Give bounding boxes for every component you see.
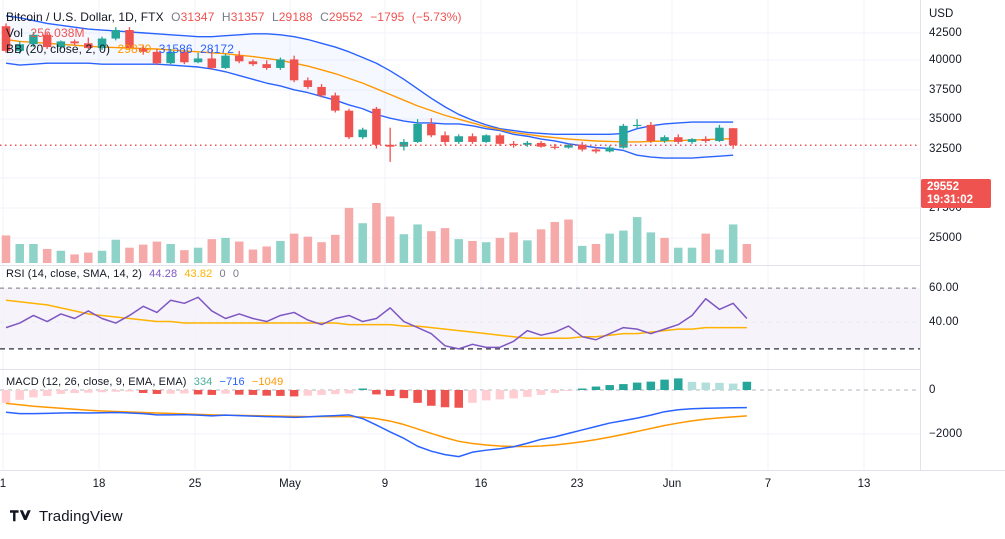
price-pane[interactable]: [0, 0, 920, 265]
current-price-countdown: 19:31:02: [927, 194, 974, 206]
pane-divider-price-rsi: [0, 265, 1005, 266]
bollinger-label: BB (20, close, 2, 0): [6, 42, 111, 56]
volume-value: 256.038M: [30, 26, 85, 40]
footer: TradingView: [0, 498, 1005, 539]
ohlc-o-label: O: [171, 10, 181, 24]
macd-hist-value: 334: [193, 376, 213, 388]
bollinger-legend[interactable]: BB (20, close, 2, 0) 29879 31586 28172: [6, 42, 234, 56]
tradingview-logo[interactable]: TradingView: [10, 508, 123, 525]
time-axis[interactable]: 1 18 25 May 9 16 23 Jun 7 13: [0, 470, 1005, 499]
current-price-tag[interactable]: 29552 19:31:02: [921, 179, 991, 208]
axis-tick-label: −2000: [929, 428, 963, 440]
axis-tick-label: 35000: [929, 113, 962, 125]
ohlc-l-value: 29188: [278, 10, 313, 24]
ohlc-c-label: C: [320, 10, 329, 24]
axis-tick-label: 25000: [929, 232, 962, 244]
ohlc-l-label: L: [272, 10, 279, 24]
rsi-sma-value: 43.82: [184, 268, 213, 280]
time-axis-tick: 13: [857, 478, 871, 490]
ohlc-h-value: 31357: [230, 10, 265, 24]
axis-tick-label: 40000: [929, 54, 962, 66]
volume-legend[interactable]: Vol 256.038M: [6, 26, 85, 40]
macd-chart-svg: [0, 370, 920, 470]
macd-signal-value: −1049: [251, 376, 284, 388]
rsi-chart-svg: [0, 266, 920, 369]
time-axis-tick: 25: [188, 478, 202, 490]
rsi-pane[interactable]: [0, 266, 920, 369]
price-chart-svg: [0, 0, 920, 265]
ohlc-o-value: 31347: [180, 10, 215, 24]
volume-label: Vol: [6, 26, 23, 40]
symbol-title: Bitcoin / U.S. Dollar, 1D, FTX: [6, 10, 164, 24]
axis-tick-label: 40.00: [929, 316, 959, 328]
change-value: −1795: [370, 10, 405, 24]
axis-tick-label: 0: [929, 384, 936, 396]
current-price-value: 29552: [927, 181, 959, 193]
symbol-legend[interactable]: Bitcoin / U.S. Dollar, 1D, FTX O31347 H3…: [6, 10, 462, 24]
macd-label: MACD (12, 26, close, 9, EMA, EMA): [6, 376, 187, 388]
rsi-value-3: 0: [219, 268, 226, 280]
price-axis[interactable]: USD 425004000037500350003250030000275002…: [920, 0, 1005, 470]
bollinger-lower-value: 28172: [200, 42, 234, 56]
rsi-value-4: 0: [232, 268, 240, 280]
rsi-value: 44.28: [149, 268, 178, 280]
axis-tick-label: 42500: [929, 27, 962, 39]
pane-divider-rsi-macd: [0, 369, 1005, 370]
axis-tick-label: 32500: [929, 143, 962, 155]
change-percent: (−5.73%): [411, 10, 462, 24]
time-axis-tick: Jun: [662, 478, 682, 490]
macd-pane[interactable]: [0, 370, 920, 470]
rsi-label: RSI (14, close, SMA, 14, 2): [6, 268, 142, 280]
rsi-legend[interactable]: RSI (14, close, SMA, 14, 2) 44.28 43.82 …: [6, 268, 239, 280]
time-axis-tick: 23: [570, 478, 584, 490]
time-axis-tick: 9: [381, 478, 389, 490]
macd-legend[interactable]: MACD (12, 26, close, 9, EMA, EMA) 334 −7…: [6, 376, 283, 388]
time-axis-tick: 1: [0, 478, 7, 490]
axis-tick-label: 60.00: [929, 282, 959, 294]
time-axis-tick: 7: [764, 478, 772, 490]
time-axis-tick: 18: [92, 478, 106, 490]
axis-tick-label: 37500: [929, 84, 962, 96]
tradingview-logo-text: TradingView: [39, 508, 123, 525]
time-axis-tick: May: [279, 478, 301, 490]
price-axis-unit: USD: [929, 8, 954, 20]
tradingview-logo-icon: [10, 509, 32, 524]
time-axis-tick: 16: [474, 478, 488, 490]
ohlc-c-value: 29552: [328, 10, 363, 24]
bollinger-basis-value: 29879: [117, 42, 152, 56]
bollinger-upper-value: 31586: [158, 42, 193, 56]
ohlc-h-label: H: [221, 10, 231, 24]
macd-line-value: −716: [219, 376, 245, 388]
